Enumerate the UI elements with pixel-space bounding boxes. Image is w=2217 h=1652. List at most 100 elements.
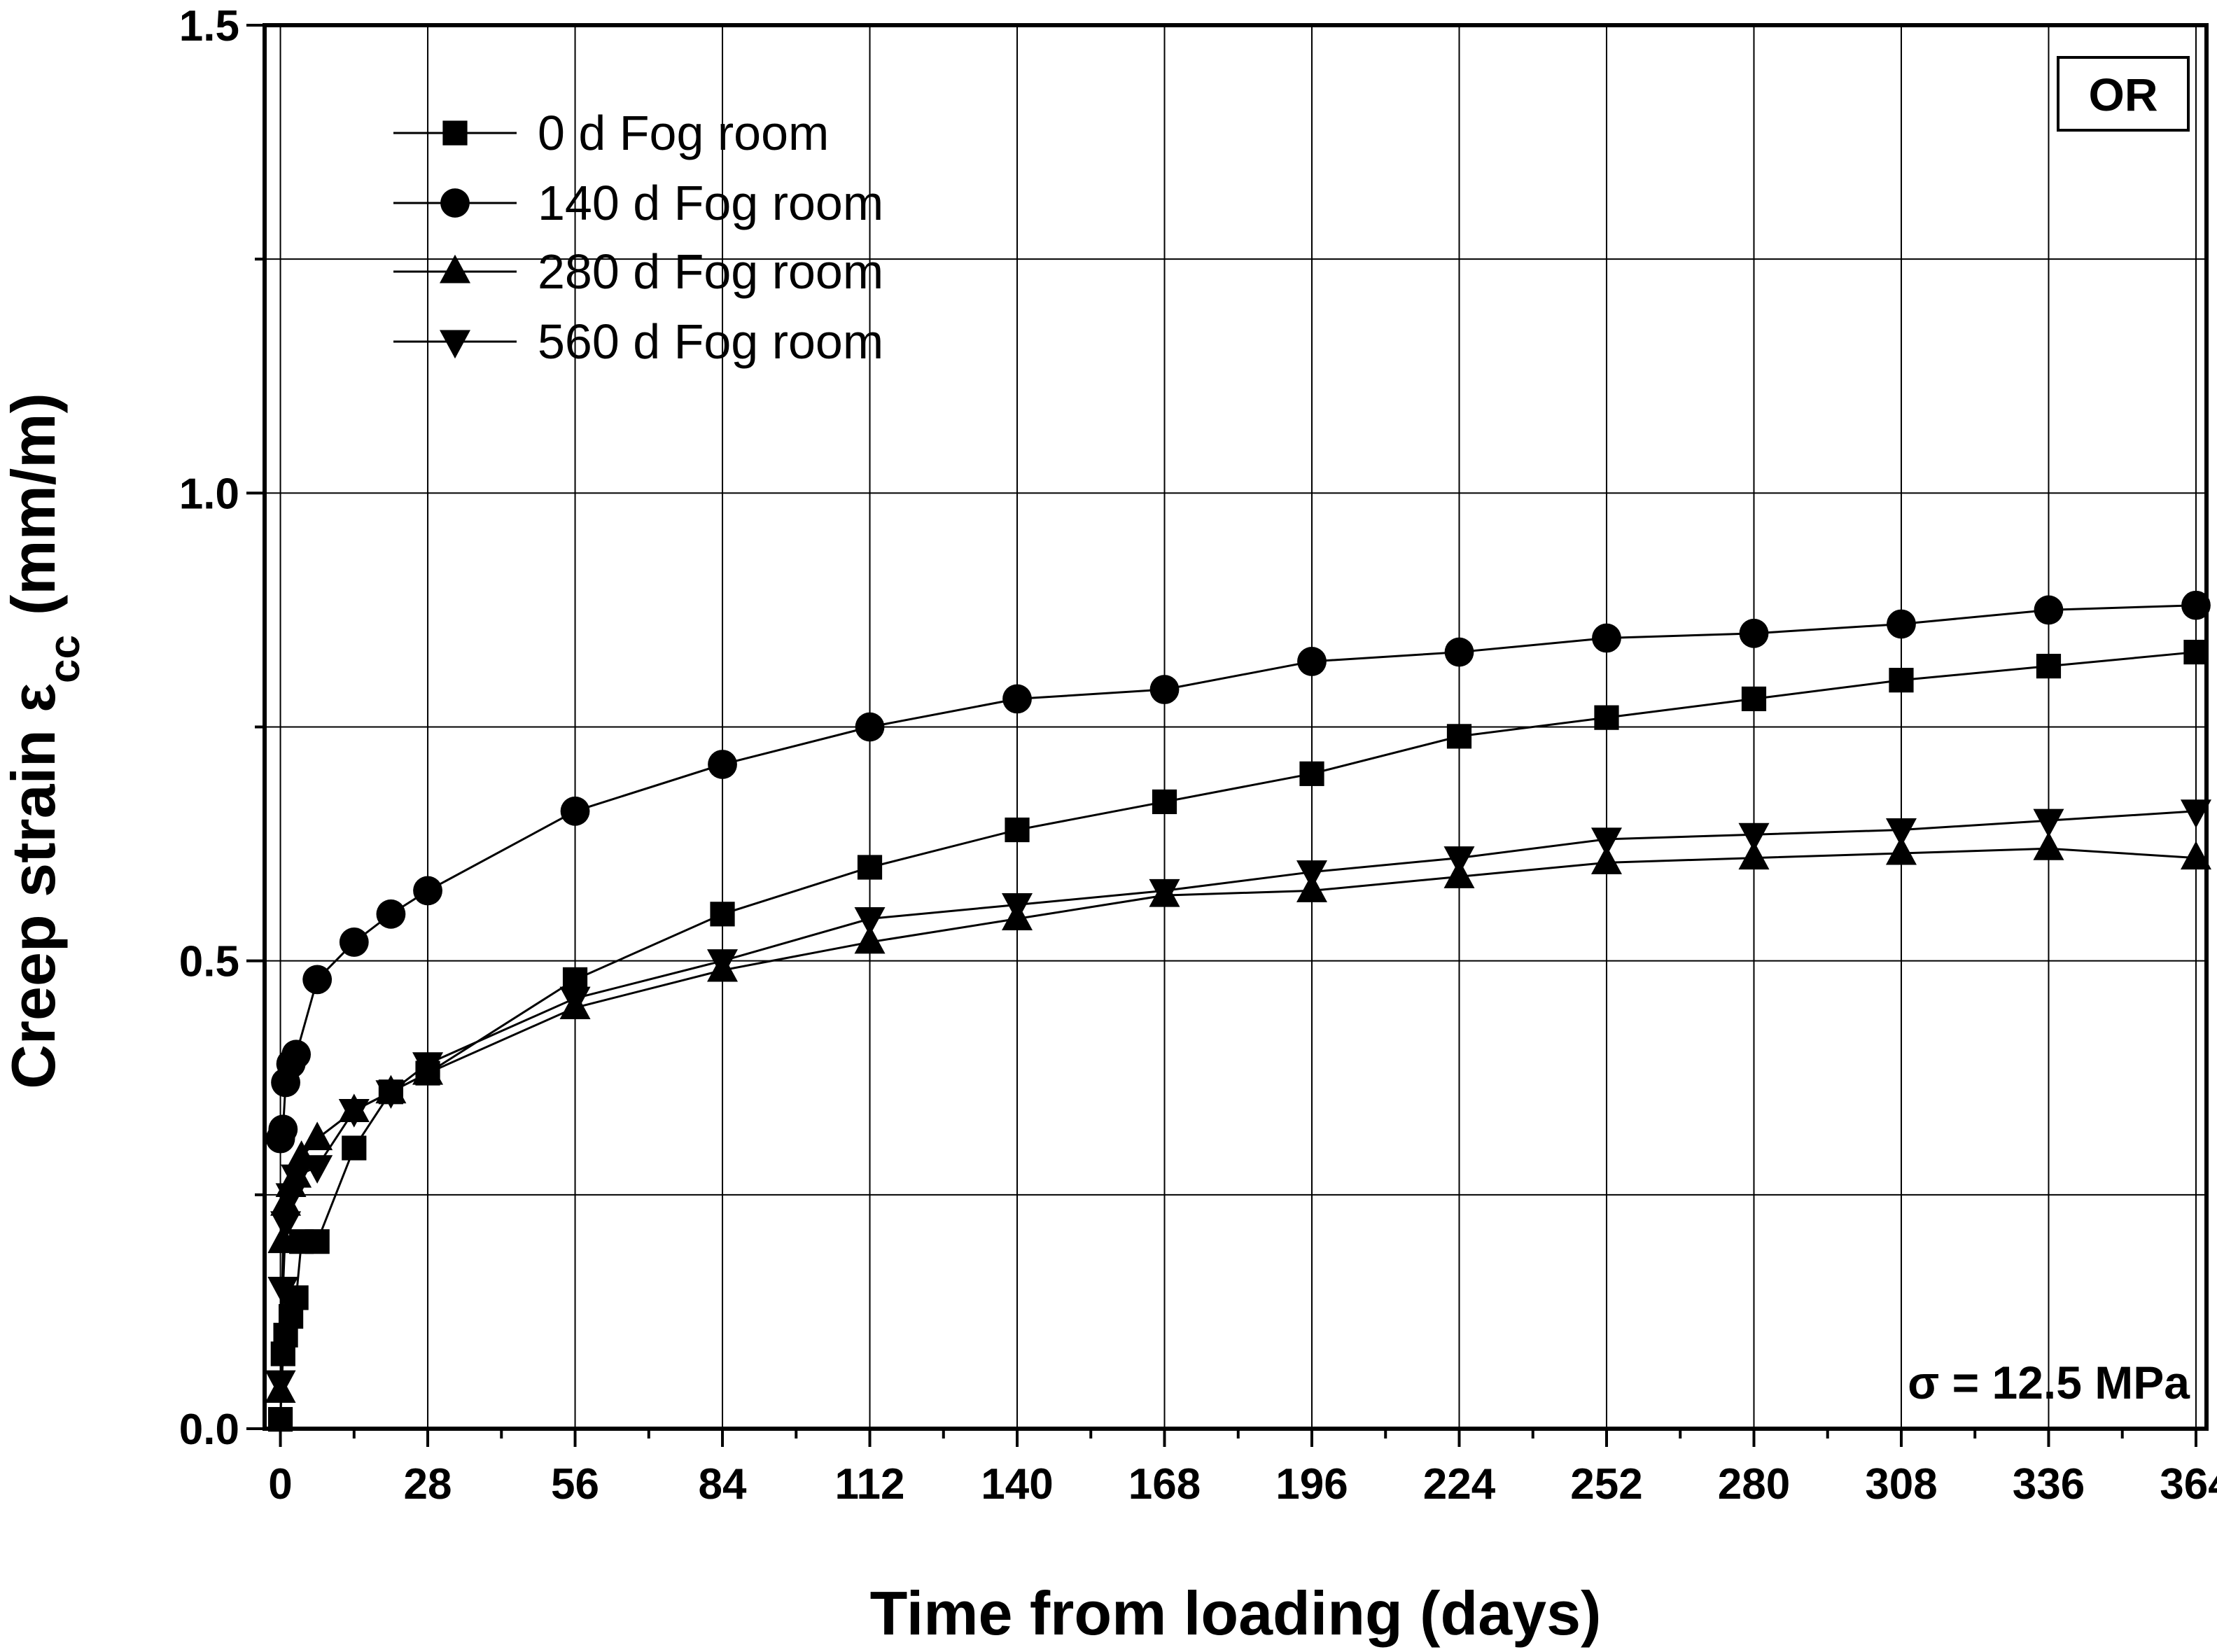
data-point-circle (1592, 623, 1621, 653)
data-point-triangle-down (1149, 878, 1180, 908)
x-tick-label: 252 (1570, 1460, 1642, 1508)
legend-item: 560 d Fog room (393, 314, 883, 369)
x-tick-label: 84 (699, 1460, 747, 1508)
data-point-triangle-down (559, 986, 591, 1016)
data-point-circle (855, 712, 885, 742)
data-point-square (1152, 789, 1177, 815)
legend-item: 0 d Fog room (393, 106, 829, 160)
data-point-square (1446, 724, 1472, 749)
legend-item: 280 d Fog room (393, 244, 883, 299)
series-line (279, 810, 2197, 1382)
x-tick-label: 112 (835, 1460, 905, 1508)
data-point-triangle-up (2033, 832, 2064, 860)
x-tick-label: 336 (2013, 1460, 2085, 1508)
series-circle (265, 590, 2211, 1154)
data-point-circle (1149, 675, 1180, 704)
x-tick-label: 28 (404, 1460, 452, 1508)
data-point-triangle-down (270, 1211, 302, 1240)
data-point-triangle-down (338, 1099, 370, 1128)
data-point-circle (413, 876, 442, 906)
x-tick-label: 196 (1275, 1460, 1348, 1508)
data-point-circle (339, 927, 369, 957)
data-point-circle (268, 1114, 298, 1144)
data-point-triangle-up (267, 1224, 299, 1254)
series-line (279, 847, 2197, 1392)
data-point-circle (440, 188, 470, 218)
data-point-triangle-up (302, 1121, 333, 1151)
data-point-circle (302, 965, 333, 995)
data-point-circle (2181, 590, 2211, 620)
y-tick-label: 1.0 (179, 470, 239, 518)
data-point-triangle-down (275, 1183, 307, 1212)
data-point-triangle-up (440, 254, 470, 284)
data-point-triangle-up (854, 925, 886, 954)
data-point-circle (1002, 684, 1032, 714)
data-point-triangle-down (1738, 822, 1770, 852)
series-square (267, 639, 2209, 1432)
y-axis-title: Creep strain εcc (mm/m) (0, 393, 89, 1089)
y-axis-title-sub: cc (41, 635, 89, 683)
or-label-box: OR (2057, 56, 2190, 132)
data-point-square (857, 855, 883, 880)
x-axis-title: Time from loading (days) (870, 1578, 1602, 1648)
data-point-triangle-down (1590, 827, 1622, 857)
series-line (279, 651, 2197, 1420)
series-triangle-up (265, 832, 2211, 1404)
or-label: OR (2089, 69, 2158, 120)
data-point-triangle-down (1296, 860, 1328, 889)
x-tick-label: 224 (1423, 1460, 1496, 1508)
x-tick-label: 308 (1865, 1460, 1937, 1508)
data-point-triangle-down (1443, 846, 1475, 875)
data-point-circle (2034, 595, 2064, 625)
data-point-square (342, 1135, 367, 1161)
legend-label: 560 d Fog room (538, 314, 883, 369)
data-point-triangle-down (412, 1052, 444, 1081)
x-tick-label: 0 (268, 1460, 292, 1508)
x-tick-label: 364 (2160, 1460, 2217, 1508)
data-point-triangle-down (302, 1155, 333, 1184)
series-triangle-down (265, 799, 2211, 1399)
data-point-square (1889, 668, 1914, 693)
data-point-circle (560, 796, 590, 826)
legend-item: 140 d Fog room (393, 176, 883, 230)
data-point-circle (376, 899, 406, 929)
data-point-circle (1297, 647, 1327, 676)
grid-layer (265, 25, 2206, 1429)
data-point-square (1594, 705, 1619, 730)
legend-label: 140 d Fog room (538, 176, 883, 230)
stress-annotation: σ = 12.5 MPa (1908, 1357, 2190, 1408)
data-point-triangle-down (375, 1080, 407, 1109)
x-tick-label: 168 (1128, 1460, 1201, 1508)
data-point-triangle-down (281, 1164, 312, 1194)
data-point-triangle-down (707, 949, 739, 978)
data-point-square (1741, 686, 1767, 711)
legend-label: 0 d Fog room (538, 106, 829, 160)
data-point-circle (1887, 609, 1916, 639)
data-point-triangle-down (2180, 799, 2211, 828)
data-point-triangle-down (2033, 808, 2064, 838)
y-tick-label: 1.5 (179, 2, 239, 50)
y-tick-label: 0.0 (179, 1406, 239, 1454)
y-tick-label: 0.5 (179, 938, 239, 986)
data-point-triangle-down (267, 1277, 299, 1306)
data-point-circle (1739, 618, 1769, 648)
data-point-square (2183, 639, 2209, 665)
y-axis-title-unit: (mm/m) (0, 393, 68, 615)
data-point-triangle-up (1738, 841, 1770, 870)
data-point-triangle-down (1002, 892, 1033, 922)
y-axis-ticks: 0.0 0.5 1.0 1.5 (179, 2, 265, 1454)
data-point-square (2036, 654, 2062, 679)
data-point-triangle-down (1885, 818, 1917, 847)
x-axis-ticks: 0 28 56 84 112 140 168 196 224 252 280 308 336 364 (268, 1429, 2217, 1508)
data-point-square (442, 120, 468, 146)
data-point-triangle-up (2180, 841, 2211, 870)
legend: 0 d Fog room 140 d Fog room 280 d Fog room… (393, 106, 883, 369)
series-layer (265, 590, 2211, 1432)
x-tick-label: 56 (551, 1460, 599, 1508)
data-point-circle (1444, 637, 1474, 667)
data-point-triangle-down (854, 907, 886, 936)
data-point-circle (708, 750, 737, 779)
data-point-triangle-down (440, 330, 470, 359)
data-point-square (305, 1229, 330, 1254)
